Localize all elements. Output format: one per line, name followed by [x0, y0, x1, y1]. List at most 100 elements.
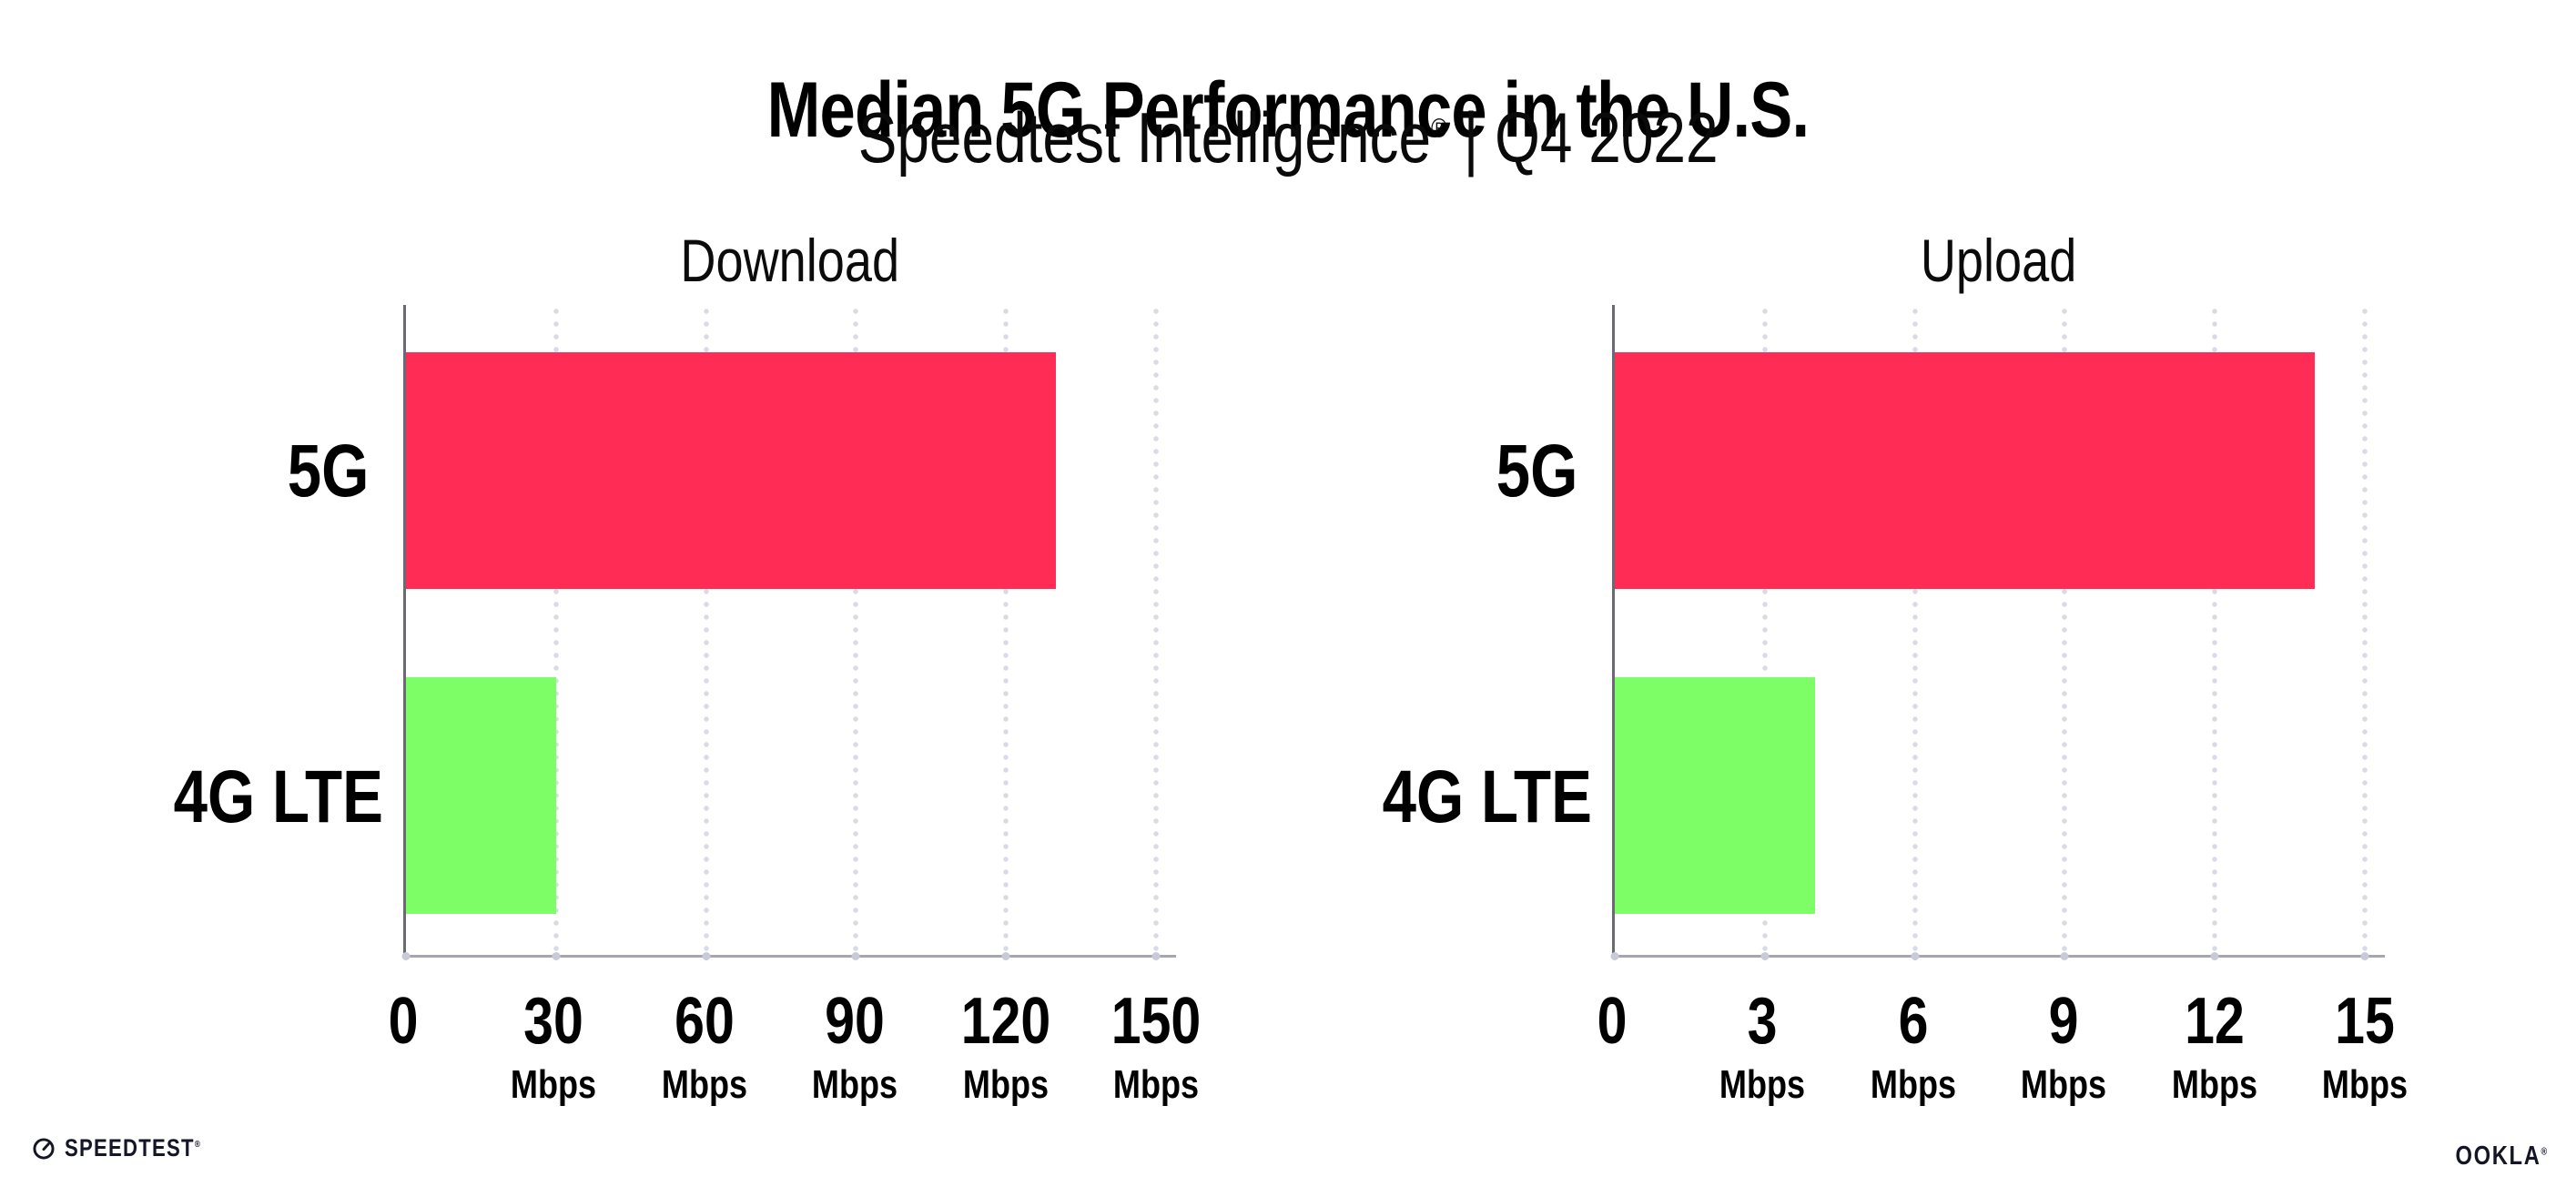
- x-tick-label-content: 90 Mbps: [812, 989, 898, 1105]
- x-tick-unit: Mbps: [511, 1062, 597, 1107]
- axis-tick-dot: [552, 952, 561, 960]
- x-tick-unit: Mbps: [2021, 1062, 2107, 1107]
- x-tick-value: 0: [388, 985, 419, 1058]
- x-tick-unit: Mbps: [2171, 1062, 2257, 1107]
- plot-area-download: [401, 305, 1176, 960]
- page-subtitle: Speedtest Intelligence® | Q4 2022: [0, 96, 2576, 179]
- x-tick-label-content: 15 Mbps: [2322, 989, 2408, 1105]
- axis-tick-dot: [702, 952, 711, 960]
- x-tick-label-60: 60 Mbps: [652, 989, 756, 1105]
- x-tick-label-90: 90 Mbps: [803, 989, 908, 1105]
- category-label-4g-lte: 4G LTE: [127, 755, 383, 840]
- page-title: Median 5G Performance in the U.S.: [0, 66, 2576, 156]
- registered-trademark-icon: ®: [1430, 114, 1447, 144]
- category-label-5g: 5G: [127, 429, 369, 514]
- x-tick-label-12: 12 Mbps: [2162, 989, 2267, 1105]
- ookla-logo-text: OOKLA®: [2456, 1141, 2549, 1172]
- category-label-text: 5G: [1496, 429, 1577, 512]
- x-tick-unit: Mbps: [962, 1062, 1049, 1107]
- x-tick-label-content: 0: [1597, 989, 1628, 1054]
- x-tick-unit: Mbps: [2321, 1062, 2409, 1107]
- x-tick-unit: Mbps: [1870, 1062, 1956, 1107]
- axis-tick-dot: [2360, 952, 2369, 960]
- axis-tick-dot: [401, 952, 411, 960]
- category-label-5g: 5G: [1336, 429, 1577, 514]
- axis-tick-dot: [1911, 952, 1920, 960]
- axis-tick-dot: [2210, 952, 2219, 960]
- ookla-logo: OOKLA®: [2435, 1141, 2549, 1172]
- gridline: [1760, 305, 1769, 955]
- axis-tick-dot: [851, 952, 860, 960]
- category-label-text: 5G: [287, 429, 369, 512]
- x-tick-label-6: 6 Mbps: [1861, 989, 1965, 1105]
- page-title-text: Median 5G Performance in the U.S.: [766, 66, 1810, 154]
- x-tick-value: 0: [1597, 985, 1628, 1058]
- page-subtitle-text: Speedtest Intelligence® | Q4 2022: [858, 96, 1719, 179]
- category-labels: 5G 4G LTE: [127, 305, 383, 958]
- chart-title-download: Download: [403, 226, 1176, 295]
- gridline: [852, 305, 860, 955]
- category-label-text: 4G LTE: [1382, 756, 1592, 839]
- x-tick-label-30: 30 Mbps: [502, 989, 606, 1105]
- gridline: [2061, 305, 2069, 955]
- chart-title-upload: Upload: [1612, 226, 2385, 295]
- x-tick-value: 30: [523, 985, 584, 1058]
- axis-tick-dot: [1760, 952, 1770, 960]
- x-tick-label-0: 0: [385, 989, 421, 1054]
- x-tick-value: 12: [2184, 985, 2245, 1058]
- gridline: [552, 305, 560, 955]
- chart-title-text: Upload: [1920, 227, 2077, 294]
- x-tick-label-content: 6 Mbps: [1871, 989, 1956, 1105]
- x-tick-label-15: 15 Mbps: [2312, 989, 2417, 1105]
- x-tick-label-content: 150 Mbps: [1111, 989, 1202, 1105]
- x-tick-unit: Mbps: [1112, 1062, 1200, 1107]
- speedtest-wordmark: SPEEDTEST: [65, 1134, 195, 1161]
- x-tick-label-120: 120 Mbps: [950, 989, 1060, 1105]
- registered-trademark-icon: ®: [194, 1140, 202, 1150]
- x-tick-unit: Mbps: [812, 1062, 898, 1107]
- bar-4g-lte-upload: [1615, 677, 1815, 914]
- axis-tick-dot: [1610, 952, 1619, 960]
- x-tick-value: 3: [1747, 985, 1778, 1058]
- x-tick-label-9: 9 Mbps: [2012, 989, 2116, 1105]
- download-chart: Download 5G 4G LTE 0 30 Mbps 60 Mbps 90 Mbps 120 Mb…: [127, 226, 1202, 1145]
- x-tick-label-content: 9 Mbps: [2021, 989, 2106, 1105]
- x-tick-unit: Mbps: [1719, 1062, 1806, 1107]
- x-tick-label-content: 30 Mbps: [511, 989, 596, 1105]
- x-axis-tick-labels: 0 3 Mbps 6 Mbps 9 Mbps 12 Mbps 15 Mbps: [1597, 989, 2408, 1143]
- category-labels: 5G 4G LTE: [1336, 305, 1592, 958]
- x-tick-value: 6: [1898, 985, 1929, 1058]
- x-tick-label-content: 12 Mbps: [2171, 989, 2257, 1105]
- x-tick-value: 9: [2048, 985, 2079, 1058]
- x-tick-value: 150: [1111, 985, 1202, 1058]
- gridline: [2361, 305, 2369, 955]
- gridline: [1002, 305, 1010, 955]
- speedtest-logo: SPEEDTEST®: [32, 1134, 231, 1162]
- axis-tick-dot: [2060, 952, 2069, 960]
- ookla-wordmark: OOKLA: [2455, 1141, 2541, 1171]
- bar-5g-download: [406, 352, 1057, 589]
- x-tick-label-150: 150 Mbps: [1101, 989, 1211, 1105]
- x-tick-value: 90: [825, 985, 885, 1058]
- plot-area-upload: [1610, 305, 2385, 960]
- gridline: [2211, 305, 2219, 955]
- gridline: [1152, 305, 1161, 955]
- upload-chart: Upload 5G 4G LTE 0 3 Mbps 6 Mbps 9 Mbps 12 Mbps 15 Mb…: [1336, 226, 2408, 1145]
- x-tick-value: 120: [960, 985, 1050, 1058]
- x-tick-label-content: 120 Mbps: [960, 989, 1050, 1105]
- x-tick-label-content: 3 Mbps: [1719, 989, 1805, 1105]
- speedtest-gauge-icon: [33, 1137, 55, 1160]
- gridline: [1911, 305, 1919, 955]
- x-tick-value: 15: [2335, 985, 2395, 1058]
- x-tick-label-3: 3 Mbps: [1710, 989, 1815, 1105]
- category-label-4g-lte: 4G LTE: [1336, 755, 1592, 840]
- registered-trademark-icon: ®: [2541, 1146, 2549, 1158]
- x-tick-label-0: 0: [1594, 989, 1630, 1054]
- x-tick-label-content: 60 Mbps: [662, 989, 747, 1105]
- x-tick-value: 60: [674, 985, 735, 1058]
- axis-tick-dot: [1001, 952, 1010, 960]
- subtitle-brand: Speedtest Intelligence: [857, 97, 1431, 178]
- subtitle-period: | Q4 2022: [1446, 97, 1719, 178]
- gridline: [702, 305, 710, 955]
